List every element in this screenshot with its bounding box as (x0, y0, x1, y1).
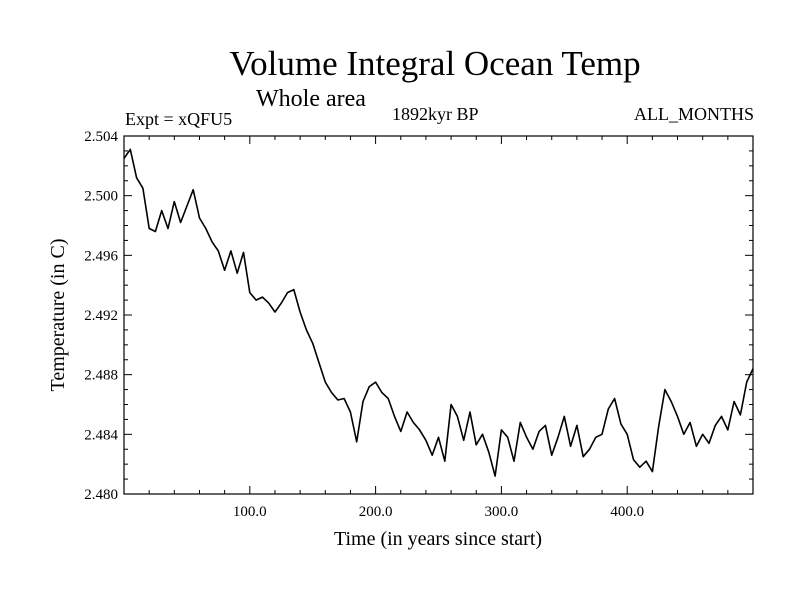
x-axis-label: Time (in years since start) (334, 528, 542, 550)
x-tick-label: 100.0 (233, 504, 267, 520)
experiment-label: Expt = xQFU5 (125, 109, 233, 129)
months-label: ALL_MONTHS (634, 104, 754, 124)
y-axis: 2.480 2.484 2.488 2.492 2.496 2.500 2.504 (84, 129, 753, 503)
chart-subtitle: Whole area (256, 86, 366, 112)
y-tick-label: 2.496 (84, 248, 118, 264)
y-axis-label: Temperature (in C) (47, 239, 69, 392)
x-tick-label: 400.0 (610, 504, 644, 520)
chart-title: Volume Integral Ocean Temp (229, 44, 641, 83)
x-tick-label: 200.0 (359, 504, 393, 520)
y-tick-label: 2.488 (84, 368, 118, 384)
y-tick-label: 2.500 (84, 189, 118, 205)
y-tick-label: 2.484 (84, 427, 118, 443)
series-line-temperature (123, 148, 754, 477)
era-label: 1892kyr BP (392, 104, 479, 124)
y-tick-label: 2.504 (84, 129, 118, 145)
series-group (123, 148, 754, 477)
x-tick-label: 300.0 (485, 504, 519, 520)
y-tick-label: 2.480 (84, 487, 118, 503)
x-axis: 100.0 200.0 300.0 400.0 (148, 136, 729, 520)
y-tick-label: 2.492 (84, 308, 118, 324)
